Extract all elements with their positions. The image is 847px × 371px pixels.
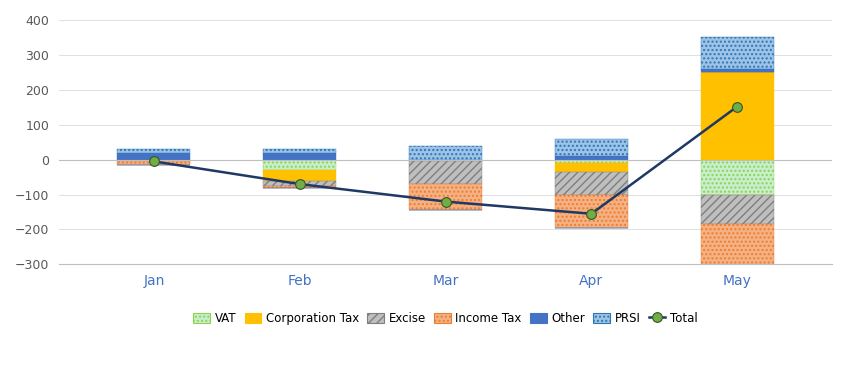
Bar xyxy=(263,186,336,188)
Bar xyxy=(263,149,336,153)
Bar xyxy=(700,72,773,160)
Total xyxy=(440,199,451,204)
Total xyxy=(149,159,159,164)
Bar xyxy=(409,184,482,210)
Bar xyxy=(118,149,191,153)
Bar xyxy=(555,163,628,172)
Bar xyxy=(263,170,336,181)
Total xyxy=(586,211,596,216)
Bar xyxy=(555,194,628,228)
Total xyxy=(732,104,742,109)
Bar xyxy=(700,224,773,296)
Bar xyxy=(700,160,773,194)
Bar xyxy=(263,160,336,170)
Bar xyxy=(555,156,628,160)
Total xyxy=(295,182,305,186)
Bar xyxy=(118,161,191,165)
Bar xyxy=(700,194,773,224)
Bar xyxy=(263,181,336,186)
Line: Total: Total xyxy=(149,102,742,219)
Bar xyxy=(555,160,628,163)
Bar xyxy=(700,37,773,69)
Bar xyxy=(555,172,628,194)
Bar xyxy=(263,153,336,160)
Bar xyxy=(409,146,482,160)
Bar xyxy=(409,160,482,161)
Legend: VAT, Corporation Tax, Excise, Income Tax, Other, PRSI, Total: VAT, Corporation Tax, Excise, Income Tax… xyxy=(191,309,700,327)
Bar xyxy=(118,160,191,161)
Bar xyxy=(555,139,628,156)
Bar xyxy=(409,161,482,184)
Bar xyxy=(700,69,773,72)
Bar xyxy=(118,153,191,160)
